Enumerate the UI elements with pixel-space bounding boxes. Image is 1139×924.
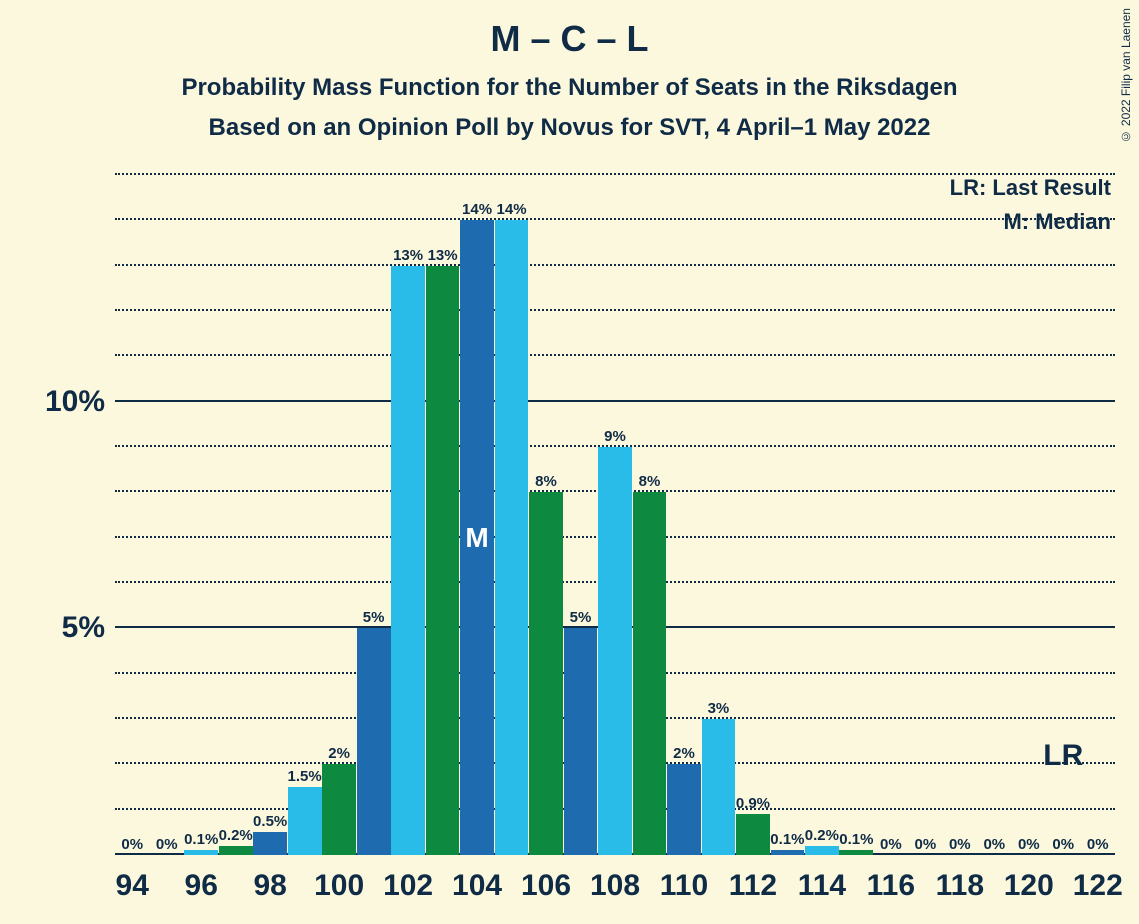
bar: 8% [633, 492, 667, 855]
y-tick-label: 10% [45, 385, 115, 419]
bar-value-label: 0.1% [184, 831, 218, 850]
bar: 0.2% [805, 846, 839, 855]
gridline-minor [115, 218, 1115, 220]
bar: 13% [391, 266, 425, 855]
gridline-minor [115, 309, 1115, 311]
x-tick-label: 120 [1004, 855, 1054, 903]
bar-value-label: 2% [328, 745, 350, 764]
bar-value-label: 14% [462, 201, 492, 220]
bar-value-label: 5% [570, 609, 592, 628]
bar-value-label: 0% [1052, 836, 1074, 855]
bar-value-label: 0.2% [805, 827, 839, 846]
bar-value-label: 0% [983, 836, 1005, 855]
bar: 0.9% [736, 814, 770, 855]
bar: 9% [598, 447, 632, 855]
x-tick-label: 106 [521, 855, 571, 903]
x-tick-label: 100 [314, 855, 364, 903]
x-tick-label: 94 [116, 855, 149, 903]
bar: 2% [667, 764, 701, 855]
bar: 0.2% [219, 846, 253, 855]
bar-value-label: 2% [673, 745, 695, 764]
lr-marker: LR [1043, 739, 1083, 773]
bar-value-label: 0% [156, 836, 178, 855]
bar-value-label: 9% [604, 428, 626, 447]
bar-value-label: 0% [880, 836, 902, 855]
x-tick-label: 110 [660, 855, 708, 903]
chart-subtitle-line2: Based on an Opinion Poll by Novus for SV… [0, 102, 1139, 142]
median-marker: M [465, 522, 488, 554]
bar: 8% [529, 492, 563, 855]
x-tick-label: 104 [452, 855, 502, 903]
bar: 1.5% [288, 787, 322, 855]
y-tick-label: 5% [62, 611, 115, 645]
x-tick-label: 98 [253, 855, 286, 903]
bar: 5% [357, 628, 391, 855]
x-tick-label: 102 [383, 855, 433, 903]
bar: 14% [495, 220, 529, 855]
bar-value-label: 5% [363, 609, 385, 628]
x-tick-label: 116 [867, 855, 915, 903]
bar-value-label: 0% [949, 836, 971, 855]
x-tick-label: 114 [798, 855, 846, 903]
bar-value-label: 13% [393, 247, 423, 266]
bar-value-label: 1.5% [288, 768, 322, 787]
bar-value-label: 14% [497, 201, 527, 220]
bar: 3% [702, 719, 736, 855]
x-tick-label: 122 [1073, 855, 1123, 903]
bar-value-label: 0.2% [219, 827, 253, 846]
bar-value-label: 8% [639, 473, 661, 492]
copyright-text: © 2022 Filip van Laenen [1119, 8, 1133, 143]
x-tick-label: 118 [936, 855, 984, 903]
chart-title: M – C – L [0, 0, 1139, 60]
bar-value-label: 0.5% [253, 813, 287, 832]
bar-value-label: 0.1% [770, 831, 804, 850]
bar-value-label: 13% [428, 247, 458, 266]
x-tick-label: 112 [729, 855, 777, 903]
bar-value-label: 0% [1087, 836, 1109, 855]
gridline-minor [115, 354, 1115, 356]
legend-m: M: Median [1003, 209, 1111, 235]
chart-plot-area: 5%10%0%0%0.1%0.2%0.5%1.5%2%5%13%13%14%M1… [115, 175, 1115, 855]
bar-value-label: 0.9% [736, 795, 770, 814]
legend-lr: LR: Last Result [950, 175, 1111, 201]
bar: 5% [564, 628, 598, 855]
bar-value-label: 0% [914, 836, 936, 855]
bar: 0.5% [253, 832, 287, 855]
bar: 13% [426, 266, 460, 855]
x-tick-label: 96 [185, 855, 218, 903]
bar-value-label: 0.1% [839, 831, 873, 850]
gridline-major [115, 400, 1115, 402]
bar: 2% [322, 764, 356, 855]
bar-value-label: 0% [1018, 836, 1040, 855]
gridline-minor [115, 264, 1115, 266]
bar-value-label: 0% [121, 836, 143, 855]
bar-value-label: 8% [535, 473, 557, 492]
bar-value-label: 3% [708, 700, 730, 719]
chart-subtitle-line1: Probability Mass Function for the Number… [0, 60, 1139, 102]
x-tick-label: 108 [590, 855, 640, 903]
